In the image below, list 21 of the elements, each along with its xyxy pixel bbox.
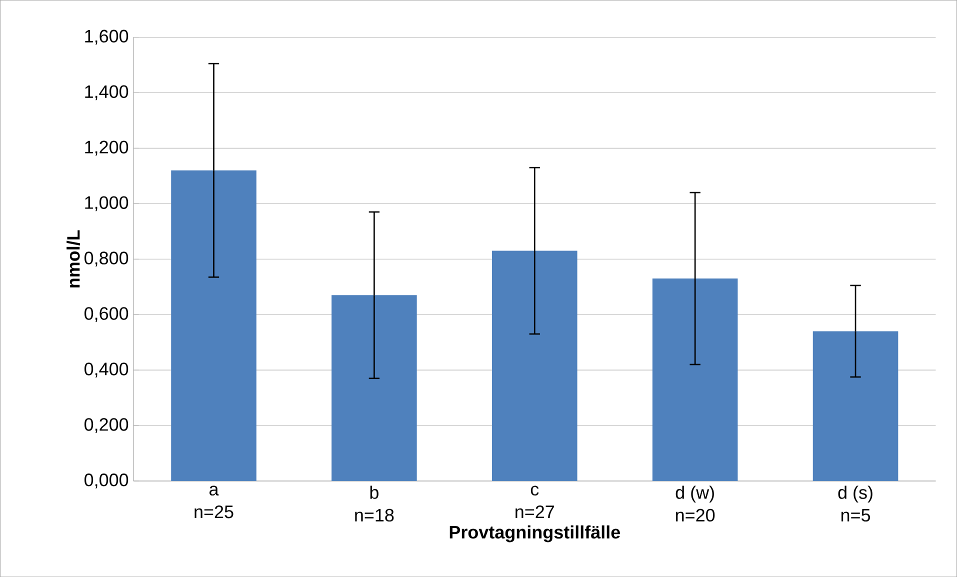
x-tick-label: d (s) n=5 xyxy=(838,486,872,522)
bar xyxy=(492,250,578,481)
bar xyxy=(652,278,738,481)
bar xyxy=(332,295,417,481)
y-tick-label: 0,600 xyxy=(84,307,128,322)
x-tick-label: d (w) n=20 xyxy=(676,486,715,522)
y-tick-label: 0,800 xyxy=(84,252,128,266)
bar xyxy=(171,170,256,481)
y-tick-label: 1,200 xyxy=(85,140,128,156)
x-axis-title: Provtagningstillfälle xyxy=(450,525,620,542)
y-tick-label: 0,200 xyxy=(84,418,128,433)
x-tick-label: a n=25 xyxy=(194,486,234,518)
y-tick-label: 0,400 xyxy=(84,362,128,378)
y-tick-label: 1,400 xyxy=(85,85,128,100)
y-tick-label: 1,000 xyxy=(85,196,128,211)
y-axis-title: nmol/L xyxy=(66,230,80,288)
bar xyxy=(812,331,898,481)
x-tick-label: b n=18 xyxy=(355,486,394,522)
x-tick-label: c n=27 xyxy=(516,486,554,518)
y-tick-label: 1,600 xyxy=(85,30,128,45)
y-tick-label: 0,000 xyxy=(84,473,128,488)
